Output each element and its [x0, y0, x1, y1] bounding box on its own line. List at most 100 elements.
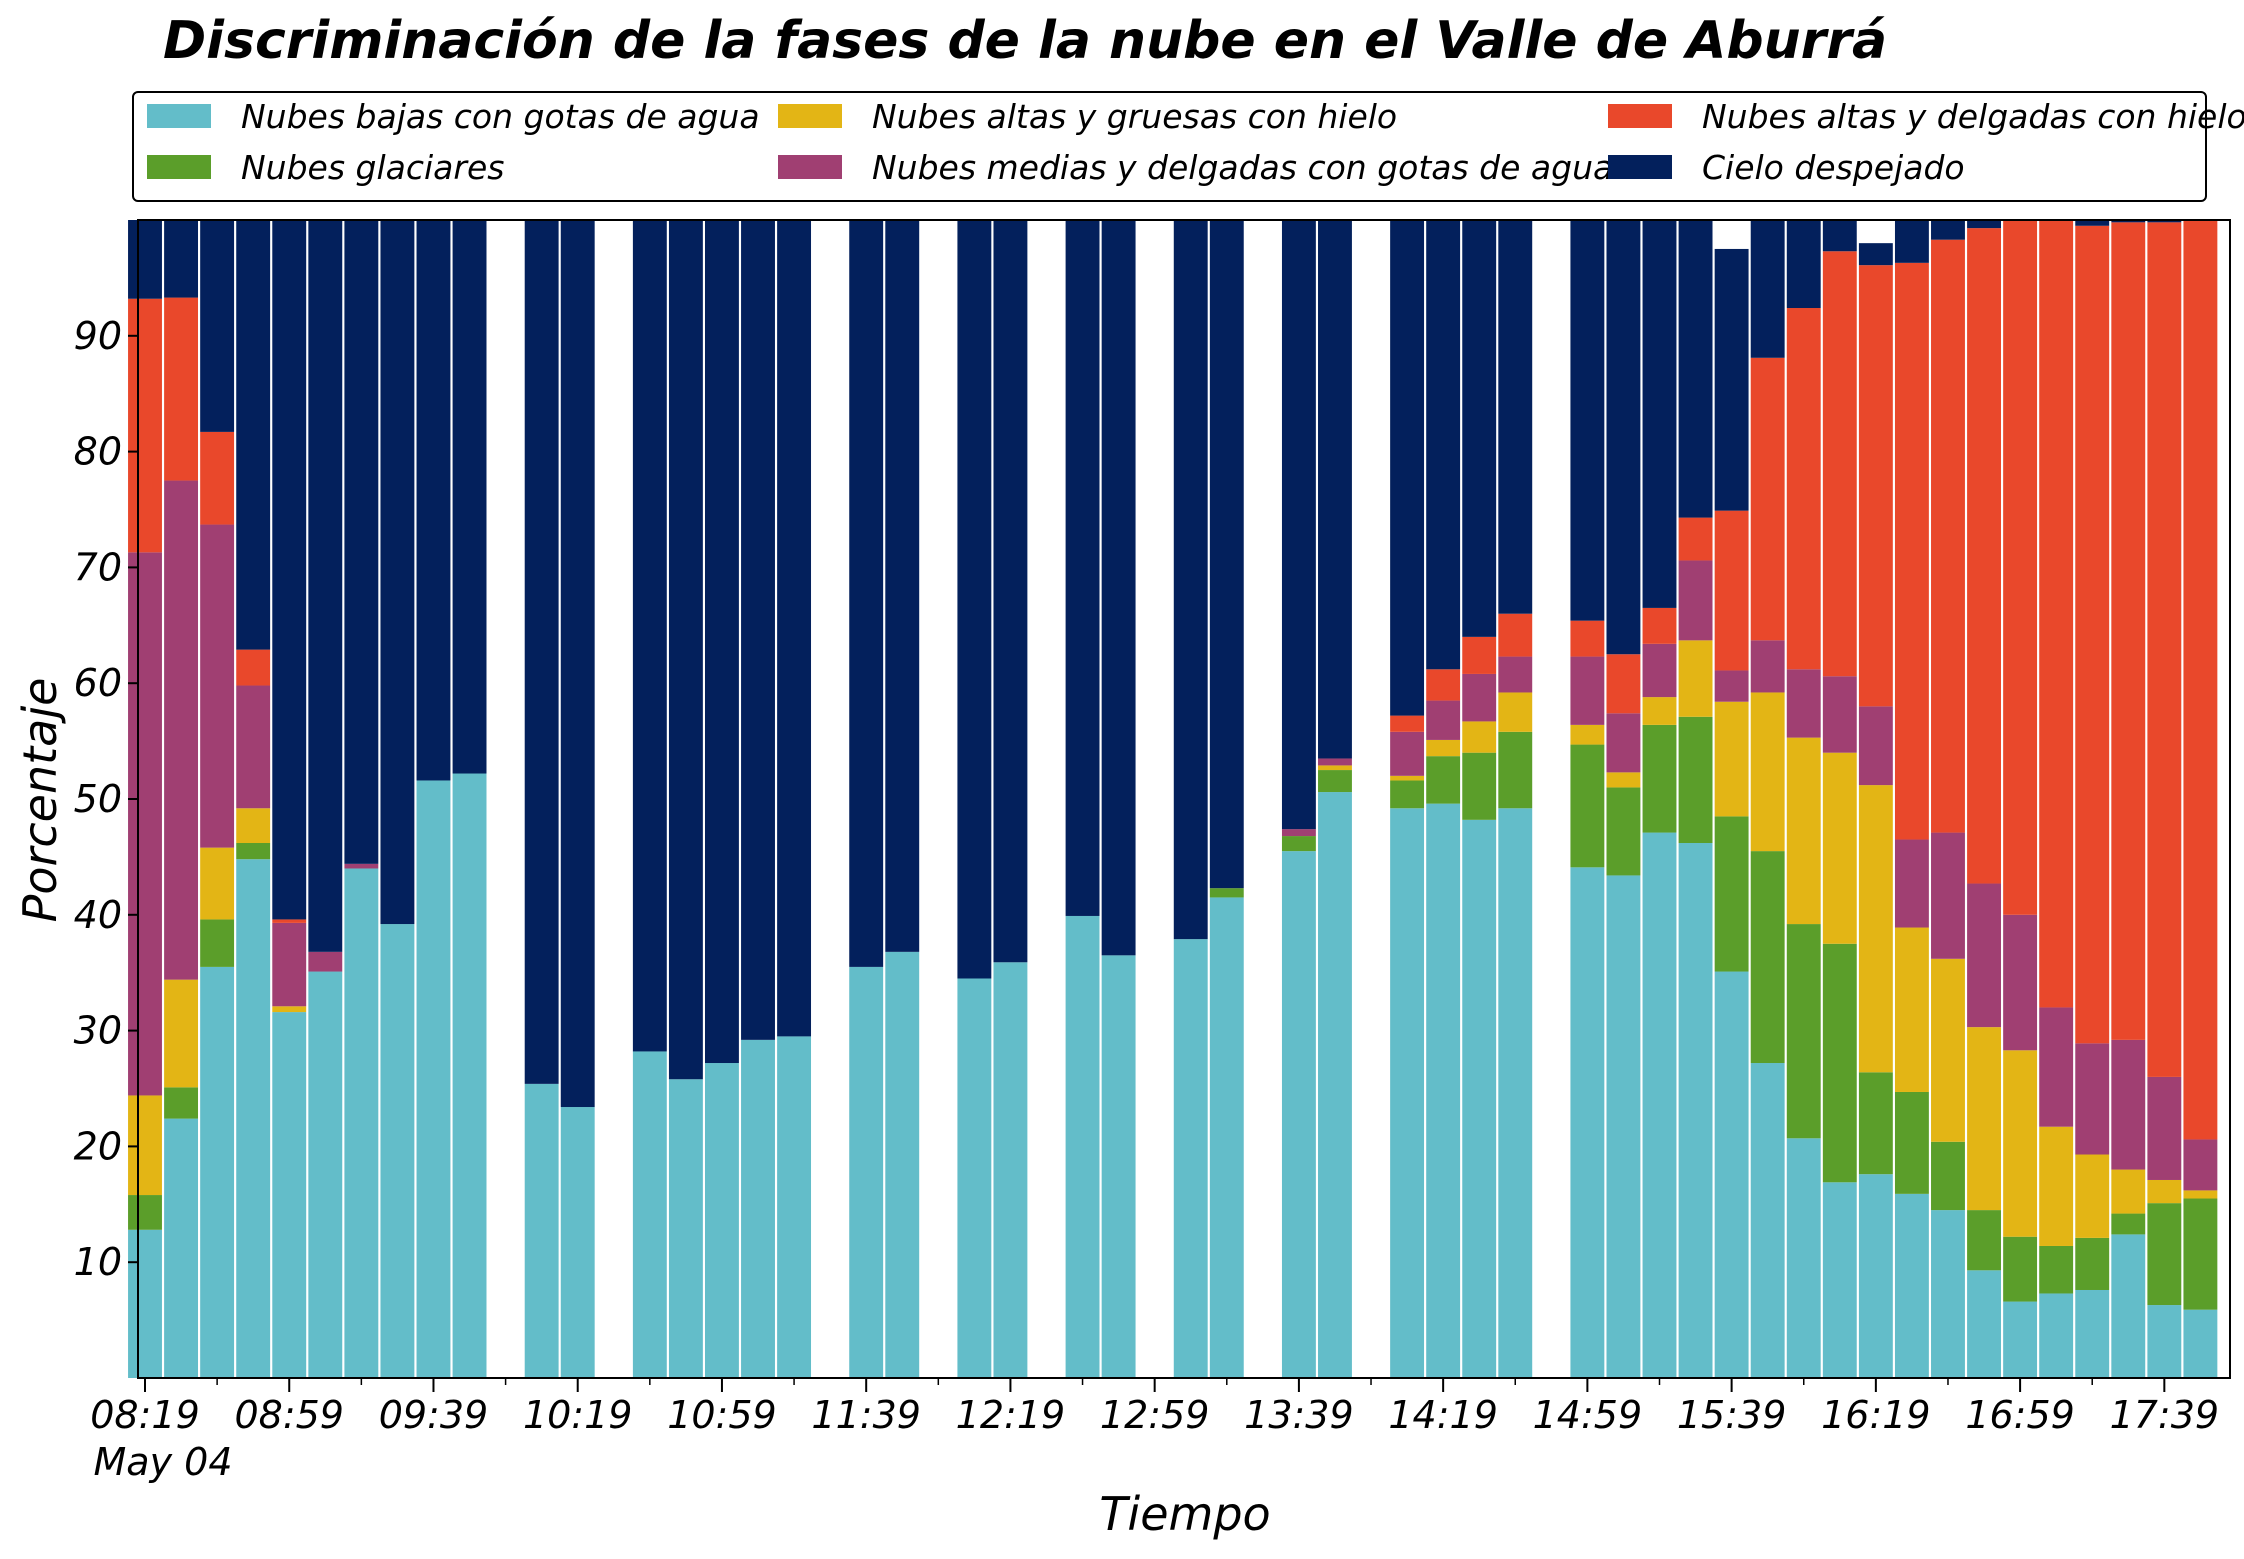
- bar-cielo-despejado-0949: [452, 220, 487, 774]
- bar-nubes-bajas-con-gotas-de-agua-1309: [1173, 939, 1208, 1378]
- bar-cielo-despejado-0919: [344, 220, 379, 864]
- bar-nubes-glaciares-0829: [164, 1087, 199, 1119]
- bar-nubes-medias-y-delgadas-con-gotas-de-agua-0819: [128, 552, 162, 1096]
- legend-swatch-nubes-medias-y-delgadas-con-gotas-de-agua: [778, 155, 842, 179]
- bar-nubes-glaciares-1719: [2075, 1237, 2110, 1290]
- bar-nubes-bajas-con-gotas-de-agua-1019: [560, 1107, 595, 1378]
- bar-nubes-medias-y-delgadas-con-gotas-de-agua-1529: [1678, 560, 1713, 641]
- bar-nubes-altas-y-delgadas-con-hielo-1729: [2111, 222, 2146, 1040]
- x-tick-label-1019: 10:19: [523, 1393, 633, 1437]
- bar-nubes-glaciares-1459: [1570, 744, 1605, 868]
- bar-nubes-altas-y-delgadas-con-hielo-1609: [1822, 251, 1857, 677]
- bar-nubes-altas-y-delgadas-con-hielo-1509: [1606, 654, 1641, 714]
- bar-nubes-bajas-con-gotas-de-agua-0829: [164, 1118, 199, 1378]
- bar-nubes-altas-y-delgadas-con-hielo-1409: [1390, 715, 1425, 732]
- bar-nubes-bajas-con-gotas-de-agua-1209: [957, 978, 992, 1378]
- bar-nubes-medias-y-delgadas-con-gotas-de-agua-1419: [1426, 700, 1461, 740]
- bar-nubes-altas-y-delgadas-con-hielo-1719: [2075, 225, 2110, 1044]
- legend-label-nubes-altas-y-gruesas-con-hielo: Nubes altas y gruesas con hielo: [872, 97, 1397, 136]
- bar-cielo-despejado-1509: [1606, 220, 1641, 655]
- y-tick-label-60: 60: [74, 661, 122, 705]
- bar-nubes-medias-y-delgadas-con-gotas-de-agua-1409: [1390, 731, 1425, 776]
- bar-nubes-glaciares-1319: [1209, 888, 1244, 898]
- bar-nubes-altas-y-gruesas-con-hielo-1619: [1858, 785, 1893, 1073]
- bar-nubes-altas-y-gruesas-con-hielo-0839: [200, 847, 235, 920]
- bar-nubes-medias-y-delgadas-con-gotas-de-agua-1619: [1858, 706, 1893, 786]
- bar-nubes-glaciares-0849: [236, 843, 271, 860]
- y-tick-label-90: 90: [74, 314, 122, 358]
- bar-cielo-despejado-1209: [957, 220, 992, 979]
- y-tick-label-40: 40: [74, 893, 122, 937]
- bar-nubes-bajas-con-gotas-de-agua-0839: [200, 966, 235, 1378]
- bar-nubes-bajas-con-gotas-de-agua-1109: [741, 1039, 775, 1378]
- bar-nubes-altas-y-gruesas-con-hielo-1429: [1462, 721, 1497, 753]
- bar-nubes-medias-y-delgadas-con-gotas-de-agua-1349: [1318, 758, 1352, 766]
- bar-cielo-despejado-1109: [741, 220, 775, 1040]
- bar-nubes-glaciares-1559: [1786, 924, 1821, 1139]
- y-tick-label-20: 20: [74, 1124, 122, 1168]
- bar-cielo-despejado-1249: [1101, 220, 1136, 956]
- bar-nubes-altas-y-gruesas-con-hielo-0829: [164, 979, 199, 1088]
- legend-swatch-nubes-altas-y-gruesas-con-hielo: [778, 104, 842, 128]
- bar-nubes-bajas-con-gotas-de-agua-0859: [272, 1012, 307, 1378]
- bar-nubes-altas-y-delgadas-con-hielo-1529: [1678, 517, 1713, 561]
- bar-cielo-despejado-1459: [1570, 220, 1605, 621]
- bar-nubes-bajas-con-gotas-de-agua-1529: [1678, 843, 1713, 1378]
- bar-nubes-glaciares-1349: [1318, 770, 1352, 793]
- bar-nubes-bajas-con-gotas-de-agua-0819: [128, 1229, 162, 1378]
- bar-nubes-bajas-con-gotas-de-agua-1729: [2111, 1234, 2146, 1378]
- bar-nubes-medias-y-delgadas-con-gotas-de-agua-1639: [1931, 832, 1965, 959]
- bar-nubes-bajas-con-gotas-de-agua-1539: [1714, 971, 1749, 1378]
- bar-cielo-despejado-1649: [1967, 220, 2001, 229]
- bar-nubes-bajas-con-gotas-de-agua-1339: [1281, 851, 1316, 1378]
- bar-nubes-altas-y-delgadas-con-hielo-1549: [1750, 357, 1785, 641]
- bar-cielo-despejado-1009: [524, 220, 559, 1084]
- bar-nubes-medias-y-delgadas-con-gotas-de-agua-1739: [2147, 1076, 2182, 1180]
- legend-swatch-cielo-despejado: [1608, 155, 1672, 179]
- bar-nubes-altas-y-delgadas-con-hielo-1459: [1570, 620, 1605, 657]
- bar-nubes-glaciares-1609: [1822, 943, 1857, 1183]
- bar-cielo-despejado-1119: [777, 220, 812, 1037]
- bar-nubes-medias-y-delgadas-con-gotas-de-agua-0829: [164, 480, 199, 980]
- bar-nubes-bajas-con-gotas-de-agua-1249: [1101, 955, 1136, 1378]
- bar-cielo-despejado-1349: [1318, 220, 1352, 759]
- bar-nubes-altas-y-gruesas-con-hielo-0859: [272, 1006, 307, 1013]
- bar-cielo-despejado-1729: [2111, 220, 2146, 223]
- bar-nubes-glaciares-1539: [1714, 816, 1749, 972]
- x-tick-label-0939: 09:39: [379, 1393, 489, 1437]
- bar-nubes-bajas-con-gotas-de-agua-1619: [1858, 1174, 1893, 1378]
- bar-nubes-bajas-con-gotas-de-agua-0929: [380, 924, 415, 1378]
- bar-nubes-glaciares-1549: [1750, 851, 1785, 1064]
- bar-nubes-altas-y-gruesas-con-hielo-0819: [128, 1095, 162, 1196]
- bar-cielo-despejado-0939: [416, 220, 451, 781]
- bar-nubes-altas-y-delgadas-con-hielo-1429: [1462, 636, 1497, 674]
- bar-nubes-altas-y-gruesas-con-hielo-0849: [236, 808, 271, 843]
- bar-cielo-despejado-0819: [128, 220, 162, 299]
- legend-swatch-nubes-altas-y-delgadas-con-hielo: [1608, 104, 1672, 128]
- chart-title: Discriminación de la fases de la nube en…: [163, 11, 1887, 71]
- bar-nubes-altas-y-delgadas-con-hielo-1649: [1967, 228, 2001, 884]
- bar-nubes-bajas-con-gotas-de-agua-0849: [236, 859, 271, 1378]
- bar-cielo-despejado-1519: [1642, 220, 1677, 608]
- y-axis: 10 20 30 40 50 60 70 80 90: [74, 314, 138, 1284]
- bar-cielo-despejado-1609: [1822, 220, 1857, 252]
- bar-nubes-bajas-con-gotas-de-agua-1239: [1065, 915, 1100, 1378]
- bar-nubes-glaciares-1409: [1390, 780, 1425, 809]
- bar-cielo-despejado-1319: [1209, 220, 1244, 889]
- bar-nubes-bajas-con-gotas-de-agua-1649: [1967, 1270, 2001, 1378]
- bar-nubes-altas-y-gruesas-con-hielo-1549: [1750, 692, 1785, 852]
- bar-nubes-bajas-con-gotas-de-agua-1549: [1750, 1063, 1785, 1378]
- bar-cielo-despejado-0909: [308, 220, 343, 952]
- bar-nubes-bajas-con-gotas-de-agua-1409: [1390, 808, 1425, 1378]
- bar-cielo-despejado-1439: [1498, 220, 1533, 614]
- bar-nubes-altas-y-gruesas-con-hielo-1729: [2111, 1169, 2146, 1214]
- bar-nubes-altas-y-gruesas-con-hielo-1509: [1606, 772, 1641, 788]
- bar-nubes-bajas-con-gotas-de-agua-1419: [1426, 803, 1461, 1378]
- bar-nubes-glaciares-1649: [1967, 1210, 2001, 1271]
- y-tick-label-10: 10: [74, 1240, 122, 1284]
- bar-nubes-bajas-con-gotas-de-agua-0909: [308, 971, 343, 1378]
- bar-nubes-medias-y-delgadas-con-gotas-de-agua-0909: [308, 951, 343, 972]
- bar-nubes-bajas-con-gotas-de-agua-1519: [1642, 832, 1677, 1378]
- x-tick-label-0819: 08:19: [90, 1393, 200, 1437]
- legend-frame: [132, 91, 2207, 202]
